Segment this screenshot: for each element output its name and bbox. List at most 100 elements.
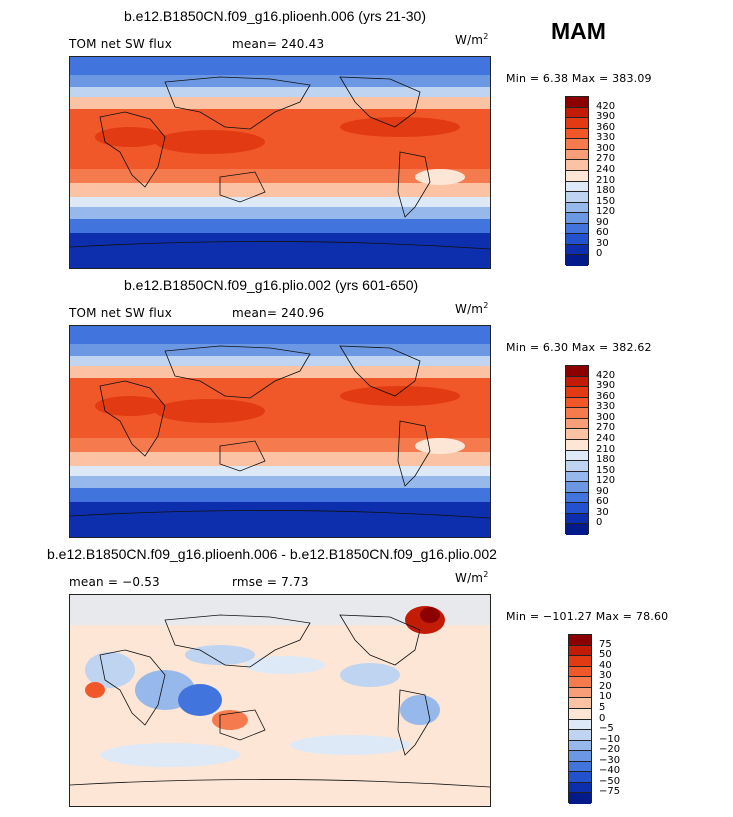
colorbar-swatch — [566, 471, 588, 483]
colorbar-tick-label: 210 — [596, 174, 616, 186]
colorbar-swatch — [566, 408, 588, 419]
colorbar-tick-label: 330 — [596, 132, 616, 144]
colorbar-swatch — [566, 492, 588, 504]
colorbar-tick-label: −20 — [599, 744, 621, 756]
colorbar-swatch — [566, 387, 588, 398]
colorbar-tick-label: 270 — [596, 422, 616, 434]
colorbar-swatch — [569, 698, 591, 709]
colorbar-swatch — [566, 97, 588, 108]
colorbar-tick-label: 240 — [596, 432, 616, 444]
colorbar-swatch — [566, 482, 588, 493]
colorbar-tick-label: 30 — [599, 670, 612, 682]
colorbar-swatch — [566, 366, 588, 377]
colorbar-swatch — [566, 223, 588, 235]
colorbar-tick-label: 390 — [596, 111, 616, 123]
colorbar-tick-label: −30 — [599, 754, 621, 766]
panel-2-units: W/m2 — [455, 301, 489, 316]
panel-1-mean-label: mean= 240.43 — [232, 37, 325, 51]
colorbar-swatch — [569, 782, 591, 794]
colorbar-swatch — [569, 740, 591, 752]
colorbar-tick-label: 390 — [596, 380, 616, 392]
colorbar-tick-label: 210 — [596, 443, 616, 455]
colorbar-swatch — [569, 772, 591, 783]
colorbar-swatch — [569, 666, 591, 678]
panel-3-mean-label: mean = −0.53 — [69, 575, 160, 589]
colorbar-swatch — [566, 524, 588, 535]
panel-3-coastlines — [70, 614, 490, 788]
colorbar-swatch — [566, 439, 588, 451]
colorbar-tick-label: 420 — [596, 369, 616, 381]
panel-1-colorbar — [565, 96, 589, 266]
colorbar-tick-label: 10 — [599, 691, 612, 703]
panel-3-rmse-label: rmse = 7.73 — [232, 575, 309, 589]
panel-2-variable-label: TOM net SW flux — [69, 306, 173, 320]
colorbar-tick-label: −75 — [599, 786, 621, 798]
colorbar-swatch — [569, 751, 591, 762]
colorbar-tick-label: −10 — [599, 733, 621, 745]
colorbar-swatch — [566, 139, 588, 150]
colorbar-tick-label: 360 — [596, 121, 616, 133]
colorbar-swatch — [569, 730, 591, 741]
colorbar-tick-label: 0 — [596, 517, 603, 529]
panel-1-variable-label: TOM net SW flux — [69, 37, 173, 51]
colorbar-tick-label: 180 — [596, 185, 616, 197]
colorbar-swatch — [569, 687, 591, 699]
colorbar-swatch — [569, 645, 591, 657]
colorbar-swatch — [566, 418, 588, 430]
panel-1-colorbar-ticks: 420 390 360 330 300 270 240 210 180 150 120 90 60 30 0 — [596, 96, 636, 265]
colorbar-tick-label: 150 — [596, 195, 616, 207]
colorbar-swatch — [566, 429, 588, 440]
colorbar-swatch — [566, 118, 588, 129]
panel-3-colorbar — [568, 634, 592, 804]
colorbar-tick-label: 30 — [596, 506, 609, 518]
colorbar-tick-label: −50 — [599, 775, 621, 787]
colorbar-swatch — [569, 793, 591, 804]
colorbar-tick-label: 300 — [596, 142, 616, 154]
panel-1-coastlines — [70, 76, 490, 250]
colorbar-swatch — [566, 202, 588, 214]
colorbar-swatch — [566, 461, 588, 472]
colorbar-swatch — [566, 397, 588, 409]
panel-2-colorbar-ticks: 420 390 360 330 300 270 240 210 180 150 120 90 60 30 0 — [596, 365, 636, 534]
colorbar-tick-label: 90 — [596, 216, 609, 228]
colorbar-swatch — [569, 656, 591, 667]
colorbar-swatch — [566, 128, 588, 140]
panel-1-map — [69, 56, 491, 269]
colorbar-swatch — [566, 213, 588, 224]
colorbar-swatch — [566, 255, 588, 266]
colorbar-tick-label: 300 — [596, 411, 616, 423]
season-label: MAM — [551, 18, 606, 44]
panel-3-colorbar-ticks: 75 50 40 30 20 10 5 0 −5 −10 −20 −30 −40 −50 −75 — [599, 634, 639, 803]
colorbar-tick-label: 120 — [596, 475, 616, 487]
panel-3-minmax: Min = −101.27 Max = 78.60 — [506, 610, 669, 623]
colorbar-swatch — [566, 450, 588, 462]
colorbar-tick-label: 120 — [596, 206, 616, 218]
colorbar-tick-label: 0 — [599, 712, 606, 724]
colorbar-tick-label: 150 — [596, 464, 616, 476]
colorbar-swatch — [566, 170, 588, 182]
colorbar-tick-label: 75 — [599, 638, 612, 650]
colorbar-tick-label: 30 — [596, 237, 609, 249]
colorbar-swatch — [566, 192, 588, 203]
colorbar-swatch — [569, 677, 591, 688]
panel-1-units: W/m2 — [455, 32, 489, 47]
panel-3-title: b.e12.B1850CN.f09_g16.plioenh.006 - b.e1… — [47, 546, 497, 562]
panel-3-map — [69, 594, 491, 807]
colorbar-swatch — [566, 107, 588, 119]
colorbar-tick-label: −5 — [599, 723, 614, 735]
colorbar-tick-label: 50 — [599, 649, 612, 661]
colorbar-swatch — [569, 761, 591, 773]
colorbar-tick-label: 5 — [599, 701, 606, 713]
panel-2-title: b.e12.B1850CN.f09_g16.plio.002 (yrs 601-… — [124, 277, 419, 293]
colorbar-swatch — [566, 181, 588, 193]
colorbar-tick-label: 60 — [596, 227, 609, 239]
colorbar-tick-label: 420 — [596, 100, 616, 112]
colorbar-tick-label: 40 — [599, 659, 612, 671]
colorbar-tick-label: 330 — [596, 401, 616, 413]
colorbar-tick-label: 20 — [599, 680, 612, 692]
panel-3-units: W/m2 — [455, 570, 489, 585]
colorbar-tick-label: 0 — [596, 248, 603, 260]
panel-2-minmax: Min = 6.30 Max = 382.62 — [506, 341, 652, 354]
colorbar-tick-label: 360 — [596, 390, 616, 402]
colorbar-swatch — [566, 234, 588, 245]
